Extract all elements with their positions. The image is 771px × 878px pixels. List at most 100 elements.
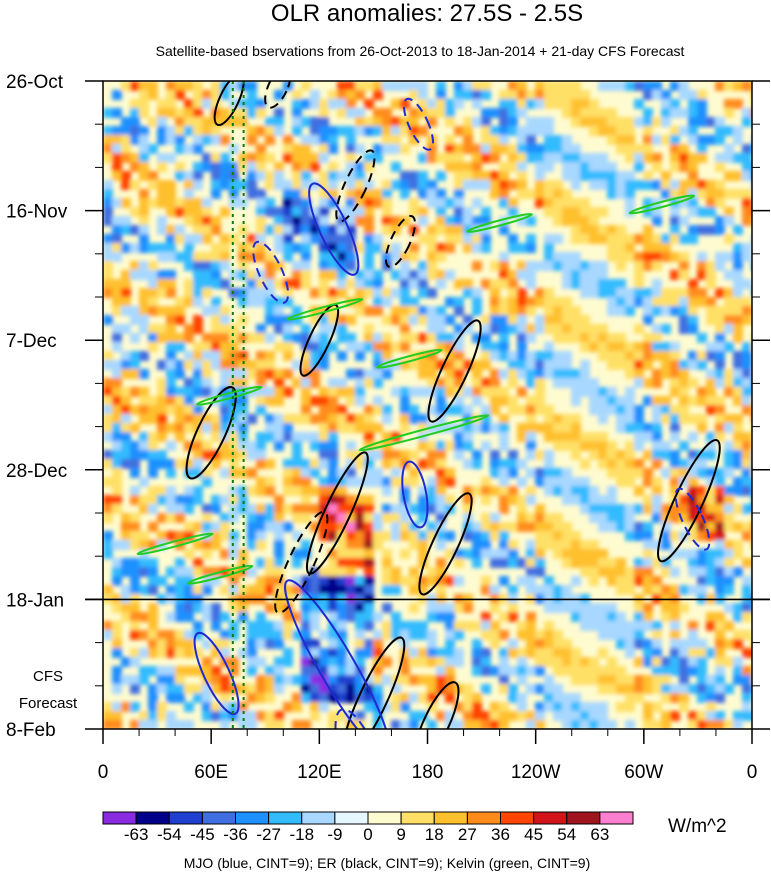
heat-cell [202,198,212,208]
heat-cell [391,99,401,109]
heat-cell [391,693,401,703]
heat-cell [220,369,230,379]
heat-cell [337,378,347,388]
heat-cell [337,108,347,118]
heat-cell [499,369,509,379]
heat-cell [175,162,185,172]
heat-cell [166,405,176,415]
heat-cell [112,477,122,487]
heat-cell [175,297,185,307]
heat-cell [490,639,500,649]
heat-cell [526,135,536,145]
heat-cell [472,288,482,298]
heat-cell [373,468,383,478]
heat-cell [643,531,653,541]
heat-cell [436,567,446,577]
heat-cell [652,648,662,658]
heat-cell [607,459,617,469]
heat-cell [139,315,149,325]
heat-cell [301,495,311,505]
heat-cell [130,540,140,550]
heat-cell [625,117,635,127]
heat-cell [265,558,275,568]
heat-cell [274,234,284,244]
heat-cell [661,297,671,307]
heat-cell [634,153,644,163]
heat-cell [166,108,176,118]
heat-cell [598,81,608,91]
heat-cell [175,198,185,208]
heat-cell [715,360,725,370]
heat-cell [256,477,266,487]
heat-cell [688,207,698,217]
heat-cell [166,153,176,163]
heat-cell [229,288,239,298]
heat-cell [319,225,329,235]
heat-cell [175,108,185,118]
heat-cell [589,621,599,631]
heat-cell [103,315,113,325]
heat-cell [193,297,203,307]
heat-cell [319,216,329,226]
heat-cell [634,378,644,388]
heat-cell [310,99,320,109]
heat-cell [679,675,689,685]
heat-cell [220,162,230,172]
heat-cell [400,693,410,703]
heat-cell [598,441,608,451]
heat-cell [553,351,563,361]
heat-cell [256,279,266,289]
heat-cell [256,153,266,163]
heat-cell [562,540,572,550]
heat-cell [355,198,365,208]
heat-cell [670,657,680,667]
heat-cell [418,693,428,703]
heat-cell [283,414,293,424]
heat-cell [157,702,167,712]
heat-cell [553,630,563,640]
heat-cell [247,360,257,370]
heat-cell [301,513,311,523]
heat-cell [418,504,428,514]
heat-cell [499,297,509,307]
heat-cell [724,315,734,325]
heat-cell [715,369,725,379]
heat-cell [319,585,329,595]
heat-cell [166,693,176,703]
heat-cell [580,720,590,729]
heat-cell [670,108,680,118]
heat-cell [202,378,212,388]
heat-cell [148,504,158,514]
heat-cell [328,531,338,541]
heat-cell [571,261,581,271]
heat-cell [292,693,302,703]
heat-cell [319,306,329,316]
heat-cell [247,180,257,190]
heat-cell [436,225,446,235]
heat-cell [310,441,320,451]
heat-cell [634,414,644,424]
heat-cell [427,639,437,649]
heat-cell [544,684,554,694]
heat-cell [373,279,383,289]
heat-cell [634,117,644,127]
heat-cell [121,306,131,316]
heat-cell [715,378,725,388]
heat-cell [328,585,338,595]
heat-cell [130,621,140,631]
heat-cell [724,459,734,469]
heat-cell [661,522,671,532]
heat-cell [715,657,725,667]
heat-cell [526,189,536,199]
heat-cell [589,171,599,181]
heat-cell [742,612,752,622]
heat-cell [400,144,410,154]
heat-cell [481,126,491,136]
heat-cell [697,414,707,424]
heat-cell [706,225,716,235]
heat-cell [418,414,428,424]
heat-cell [553,585,563,595]
heat-cell [292,414,302,424]
heat-cell [535,297,545,307]
heat-cell [409,504,419,514]
